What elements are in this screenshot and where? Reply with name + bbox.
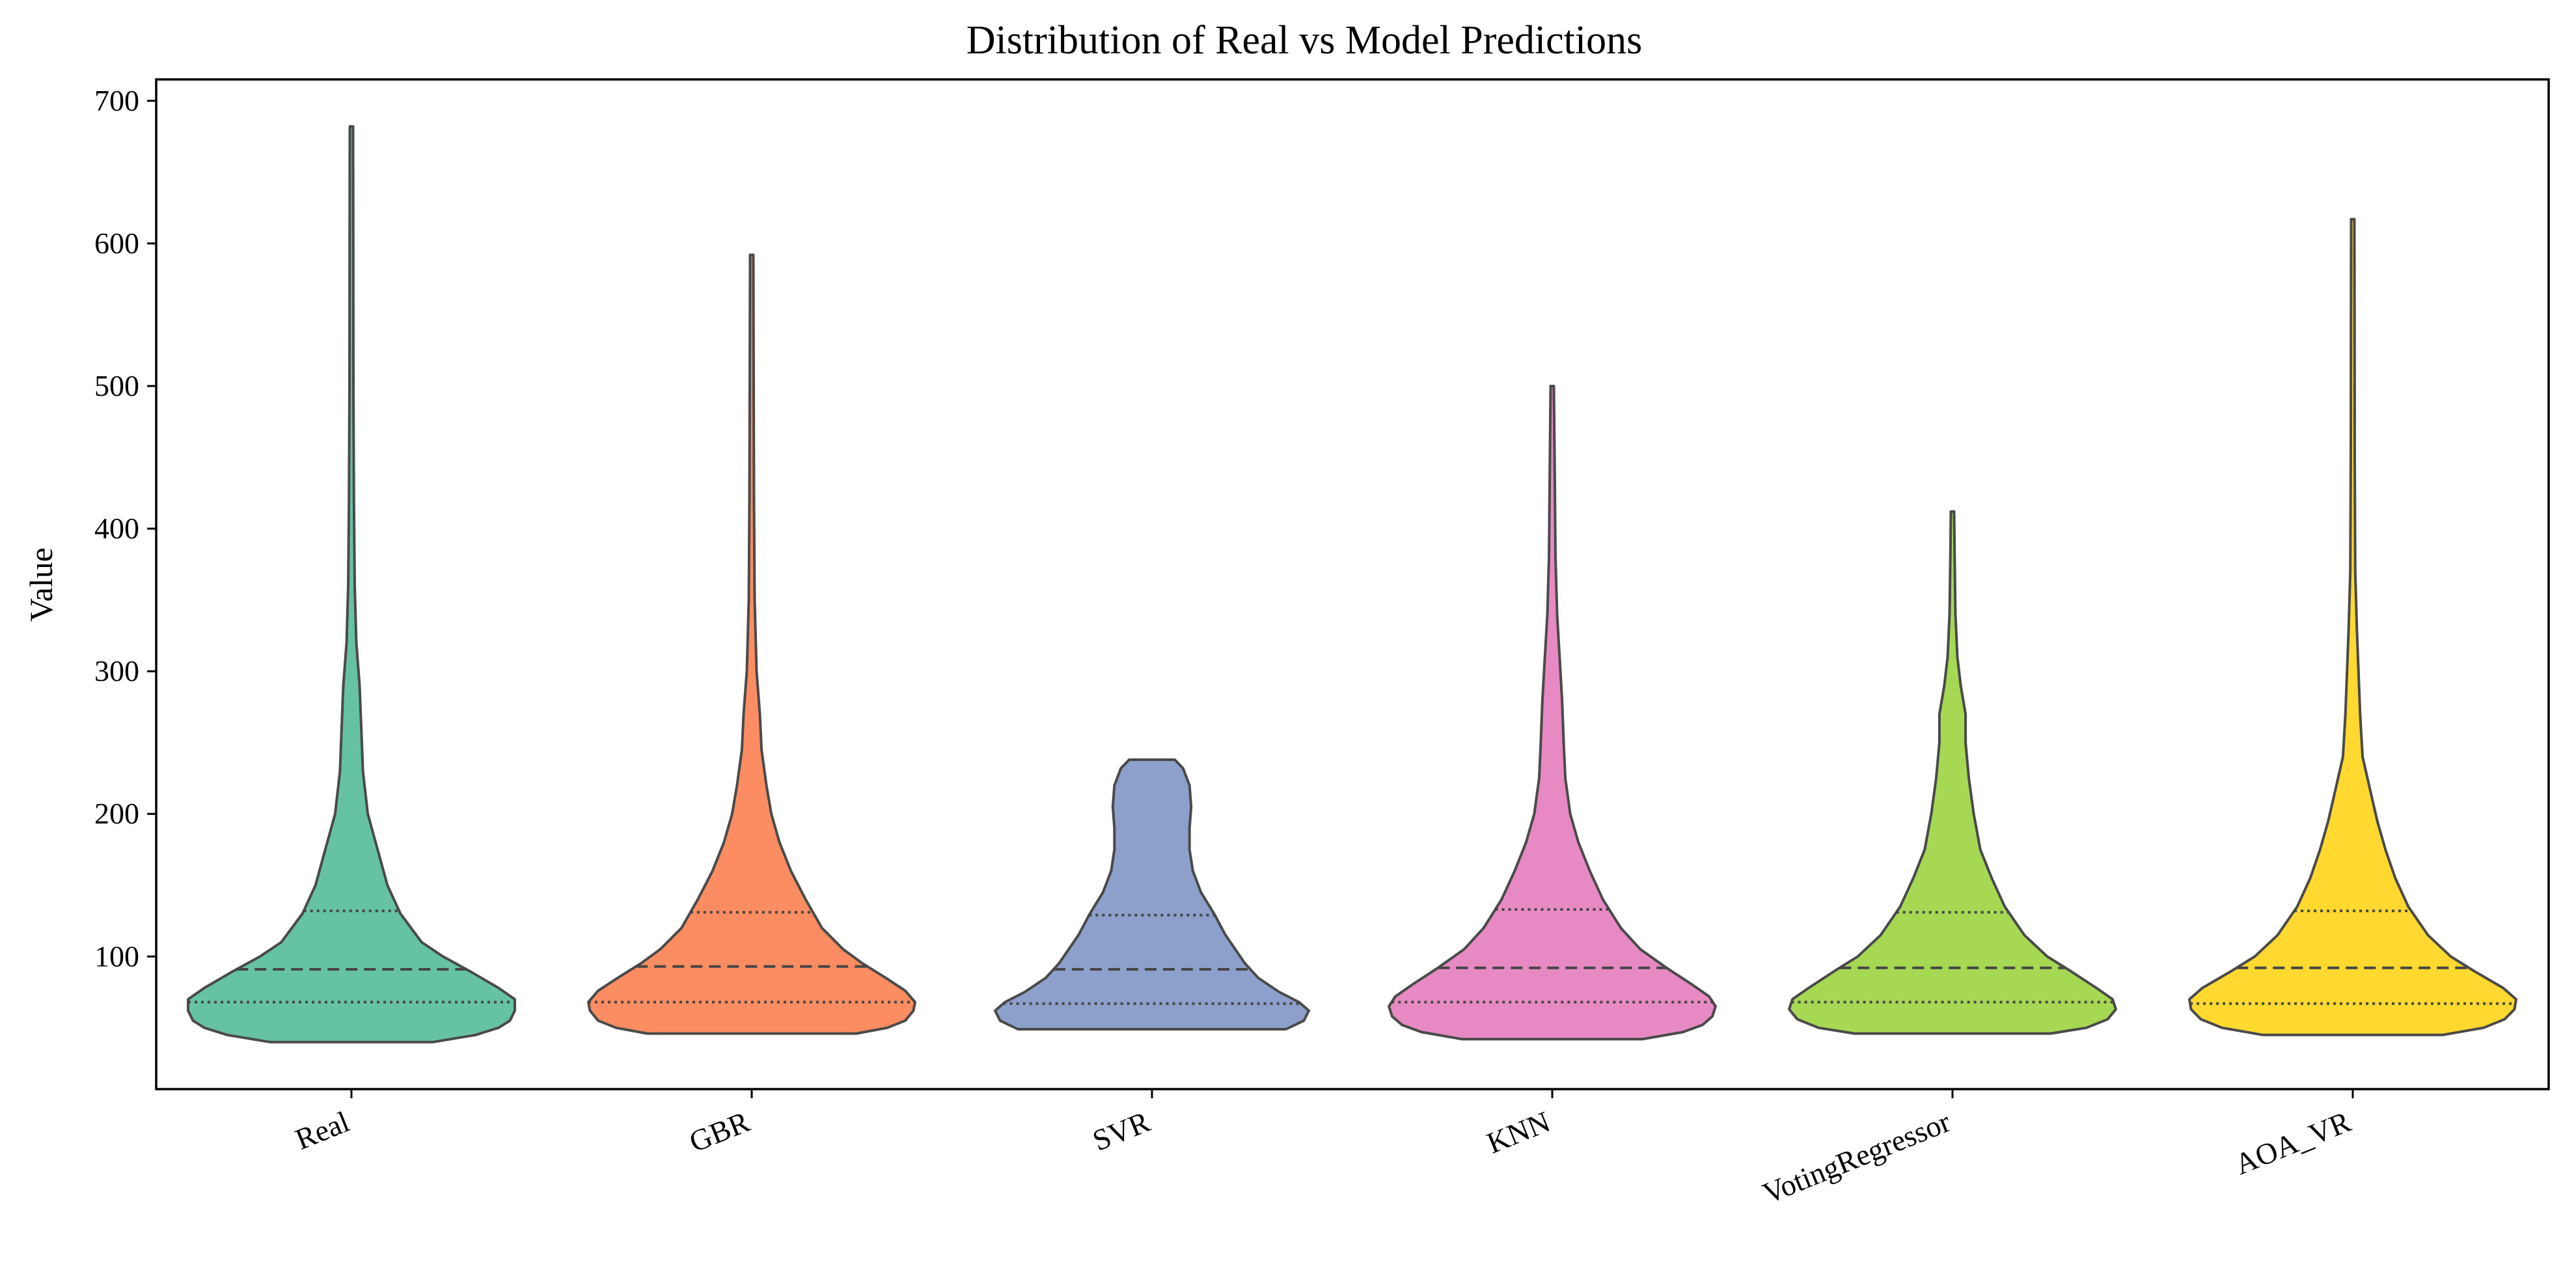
y-tick-label: 100: [94, 939, 139, 973]
y-axis: 100 200 300 400 500 600 700: [94, 84, 156, 973]
violin-aoa-vr: [2188, 217, 2517, 1036]
x-axis: Real GBR SVR KNN VotingRegressor AOA_VR: [290, 1089, 2355, 1210]
x-tick-label: GBR: [685, 1105, 754, 1159]
y-tick-label: 700: [94, 84, 139, 117]
violin-real: [187, 125, 516, 1044]
violin-gbr: [587, 253, 916, 1035]
violin-body: [587, 253, 916, 1035]
y-tick-label: 300: [94, 654, 139, 687]
x-tick-label: SVR: [1088, 1105, 1155, 1157]
x-tick-label: Real: [290, 1105, 353, 1156]
y-tick-label: 400: [94, 512, 139, 545]
violin-body: [994, 758, 1310, 1031]
plot-frame: [155, 78, 2550, 1090]
y-tick-label: 500: [94, 369, 139, 402]
violin-body: [1788, 510, 2117, 1035]
y-tick-label: 600: [94, 227, 139, 260]
violin-body: [2188, 217, 2517, 1036]
violins-layer: [187, 125, 2517, 1044]
violin-body: [1388, 385, 1717, 1041]
y-axis-label: Value: [23, 547, 59, 622]
x-tick-label: AOA_VR: [2230, 1105, 2355, 1181]
violin-knn: [1388, 385, 1717, 1041]
x-tick-label: KNN: [1482, 1105, 1555, 1160]
y-tick-label: 200: [94, 797, 139, 830]
violin-svr: [994, 758, 1310, 1031]
violin-body: [187, 125, 516, 1044]
chart-title: Distribution of Real vs Model Prediction…: [966, 18, 1642, 62]
violin-votingregressor: [1788, 510, 2117, 1035]
x-tick-label: VotingRegressor: [1758, 1105, 1955, 1210]
